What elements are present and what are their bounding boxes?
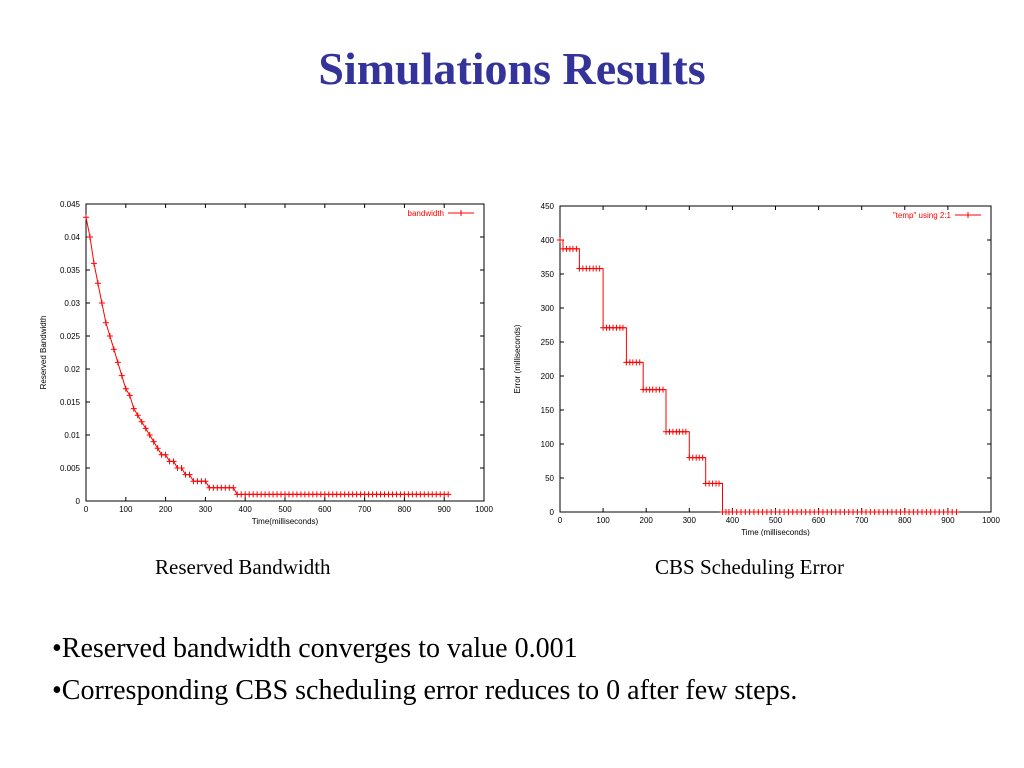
x-tick-label: 500 bbox=[769, 516, 783, 525]
x-tick-label: 100 bbox=[119, 505, 133, 514]
y-tick-label: 100 bbox=[541, 440, 555, 449]
x-tick-label: 100 bbox=[596, 516, 610, 525]
x-tick-label: 600 bbox=[318, 505, 332, 514]
data-point bbox=[660, 386, 667, 393]
caption-reserved-bandwidth: Reserved Bandwidth bbox=[155, 555, 331, 579]
x-tick-label: 400 bbox=[726, 516, 740, 525]
x-tick-label: 800 bbox=[898, 516, 912, 525]
y-tick-label: 0 bbox=[550, 508, 555, 517]
y-tick-label: 250 bbox=[541, 338, 555, 347]
data-point bbox=[114, 359, 121, 366]
x-axis-label: Time (milliseconds) bbox=[741, 528, 810, 536]
plot-frame bbox=[85, 203, 485, 502]
legend-label: "temp" using 2:1 bbox=[893, 211, 952, 220]
x-tick-label: 200 bbox=[640, 516, 654, 525]
y-axis-label: Reserved Bandwidth bbox=[39, 316, 48, 390]
x-tick-label: 900 bbox=[438, 505, 452, 514]
x-tick-label: 800 bbox=[398, 505, 412, 514]
data-point bbox=[142, 425, 149, 432]
data-point bbox=[126, 392, 133, 399]
data-point bbox=[106, 333, 113, 339]
data-point bbox=[138, 418, 145, 425]
y-tick-label: 0 bbox=[76, 497, 81, 506]
y-tick-label: 50 bbox=[545, 474, 554, 483]
slide-title: Simulations Results bbox=[318, 43, 706, 94]
y-tick-label: 400 bbox=[541, 236, 555, 245]
x-tick-label: 0 bbox=[558, 516, 563, 525]
bullet-list: •Reserved bandwidth converges to value 0… bbox=[52, 628, 797, 712]
x-tick-label: 200 bbox=[159, 505, 173, 514]
x-tick-label: 0 bbox=[84, 505, 89, 514]
data-point bbox=[699, 454, 706, 461]
data-point bbox=[230, 484, 237, 491]
data-point bbox=[178, 465, 185, 471]
data-point bbox=[170, 458, 177, 465]
y-tick-label: 0.045 bbox=[60, 200, 81, 209]
y-tick-label: 200 bbox=[541, 372, 555, 381]
y-axis-label: Error (milliseconds) bbox=[513, 324, 522, 393]
bullet-item: •Corresponding CBS scheduling error redu… bbox=[52, 675, 798, 706]
data-point bbox=[445, 491, 452, 498]
x-tick-label: 300 bbox=[683, 516, 697, 525]
reserved-bandwidth-chart: 0 100 200 300 400 500 600 700 800 900 1000 0 0.005 0.… bbox=[39, 200, 493, 526]
data-point bbox=[596, 265, 603, 272]
y-tick-label: 150 bbox=[541, 406, 555, 415]
data-point bbox=[94, 280, 101, 287]
x-tick-label: 700 bbox=[358, 505, 372, 514]
data-point bbox=[110, 346, 117, 353]
plot-frame bbox=[559, 205, 992, 513]
y-tick-label: 0.005 bbox=[60, 464, 81, 473]
data-point bbox=[154, 445, 161, 452]
x-tick-label: 1000 bbox=[475, 505, 493, 514]
cbs-scheduling-error-chart: 0 100 200 300 400 500 600 700 800 900 1000 0 50 100 15… bbox=[513, 202, 1000, 536]
y-tick-label: 0.035 bbox=[60, 266, 81, 275]
data-point bbox=[134, 412, 141, 419]
x-tick-label: 500 bbox=[278, 505, 292, 514]
x-tick-label: 900 bbox=[941, 516, 955, 525]
data-point bbox=[162, 451, 169, 458]
y-tick-label: 0.025 bbox=[60, 332, 81, 341]
data-point bbox=[202, 478, 209, 485]
y-tick-label: 450 bbox=[541, 202, 555, 211]
data-point bbox=[953, 509, 960, 515]
data-point bbox=[118, 372, 125, 379]
data-point bbox=[130, 405, 137, 412]
legend-marker bbox=[965, 212, 971, 218]
data-point bbox=[150, 438, 157, 445]
legend-label: bandwidth bbox=[408, 209, 444, 218]
data-point bbox=[619, 324, 626, 331]
caption-cbs-scheduling-error: CBS Scheduling Error bbox=[655, 555, 844, 579]
y-tick-label: 0.03 bbox=[64, 299, 80, 308]
y-tick-label: 0.04 bbox=[64, 233, 80, 242]
data-point bbox=[573, 245, 580, 252]
data-point bbox=[636, 359, 643, 366]
y-tick-label: 350 bbox=[541, 270, 555, 279]
y-tick-label: 0.02 bbox=[64, 365, 80, 374]
data-point bbox=[186, 471, 193, 478]
legend-marker bbox=[458, 210, 464, 216]
y-tick-label: 0.015 bbox=[60, 398, 81, 407]
data-point bbox=[716, 480, 723, 487]
data-point bbox=[90, 260, 97, 267]
x-tick-label: 600 bbox=[812, 516, 826, 525]
x-tick-label: 700 bbox=[855, 516, 869, 525]
data-point bbox=[557, 237, 563, 243]
data-point bbox=[122, 385, 129, 392]
data-point bbox=[98, 300, 105, 306]
x-tick-label: 1000 bbox=[982, 516, 1000, 525]
data-point bbox=[146, 432, 153, 438]
y-tick-label: 300 bbox=[541, 304, 555, 313]
data-point bbox=[83, 214, 89, 221]
y-tick-label: 0.01 bbox=[64, 431, 80, 440]
x-tick-label: 300 bbox=[199, 505, 213, 514]
series-line bbox=[85, 217, 449, 495]
data-point bbox=[102, 319, 109, 326]
x-axis-label: Time(milliseconds) bbox=[252, 517, 319, 526]
series-line bbox=[560, 239, 957, 513]
x-tick-label: 400 bbox=[239, 505, 253, 514]
data-point bbox=[682, 428, 689, 435]
data-point bbox=[86, 234, 93, 240]
bullet-item: •Reserved bandwidth converges to value 0… bbox=[52, 633, 578, 664]
